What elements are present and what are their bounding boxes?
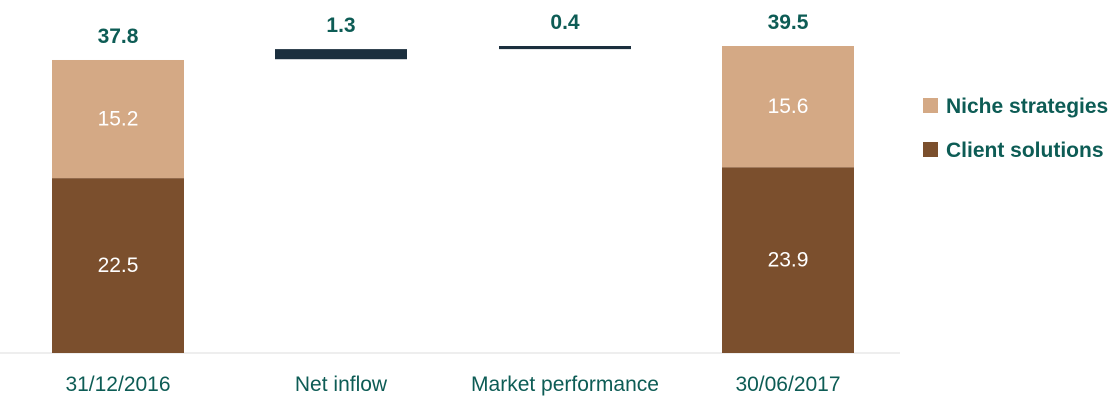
- x-tick-label-market-performance: Market performance: [471, 373, 659, 396]
- change-bar-market-performance: [499, 46, 631, 50]
- total-labels: 37.8 1.3 0.4 39.5: [98, 11, 809, 48]
- legend-swatch-client-solutions: [923, 142, 938, 157]
- legend-label-niche-strategies: Niche strategies: [946, 95, 1108, 118]
- change-label-market-performance: 0.4: [550, 11, 580, 34]
- bar-client-solutions-31-12-2016: [52, 178, 184, 353]
- bar-niche-strategies-30-06-2017: [722, 46, 854, 168]
- segment-label-niche-30-06-2017: 15.6: [768, 95, 809, 118]
- total-label-30-06-2017: 39.5: [768, 11, 809, 34]
- segment-label-client-30-06-2017: 23.9: [768, 249, 809, 272]
- legend: Niche strategies Client solutions: [923, 95, 1108, 162]
- segment-labels: 15.2 22.5 15.6 23.9: [98, 95, 809, 277]
- legend-label-client-solutions: Client solutions: [946, 139, 1104, 162]
- bar-client-solutions-30-06-2017: [722, 167, 854, 353]
- legend-item-client-solutions: Client solutions: [923, 139, 1104, 162]
- bar-niche-strategies-31-12-2016: [52, 59, 184, 179]
- x-tick-label-net-inflow: Net inflow: [295, 373, 388, 396]
- change-label-net-inflow: 1.3: [326, 14, 355, 37]
- total-label-31-12-2016: 37.8: [98, 25, 139, 48]
- segment-label-client-31-12-2016: 22.5: [98, 254, 139, 277]
- change-markers: [275, 46, 631, 60]
- x-axis-tick-labels: 31/12/2016 Net inflow Market performance…: [65, 373, 840, 396]
- x-tick-label-30-06-2017: 30/06/2017: [735, 373, 840, 396]
- change-bar-net-inflow: [275, 49, 407, 60]
- legend-item-niche-strategies: Niche strategies: [923, 95, 1108, 118]
- segment-label-niche-31-12-2016: 15.2: [98, 108, 139, 131]
- legend-swatch-niche-strategies: [923, 98, 938, 113]
- stacked-bars: [52, 46, 854, 353]
- x-tick-label-31-12-2016: 31/12/2016: [65, 373, 170, 396]
